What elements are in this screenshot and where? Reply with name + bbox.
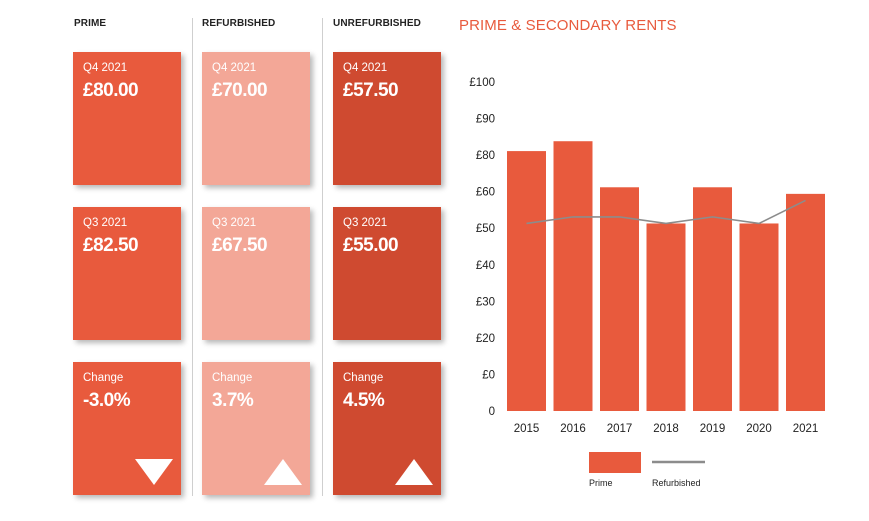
column-header-unrefurbished: UNREFURBISHED [333,18,421,29]
card-label: Q4 2021 [343,62,388,74]
x-tick-label: 2021 [793,423,819,435]
y-tick-label: £80 [476,150,495,162]
rents-chart: 0 £0 £20 £30 £40 £50 £60 £80 £90 £100 2015 2016 2017… [469,77,825,488]
refurbished-change-card: Change 3.7% [202,362,310,495]
bar-prime-2017 [600,187,639,411]
card-label: Q3 2021 [83,217,128,229]
bar-prime-2021 [786,193,825,411]
card-label: Q4 2021 [83,62,128,74]
y-tick-label: £40 [476,260,495,272]
x-tick-label: 2017 [607,423,633,435]
arrow-up-icon [395,459,433,485]
card-label: Change [343,372,384,384]
x-tick-label: 2020 [746,423,772,435]
card-label: Change [212,372,253,384]
legend-prime-swatch [589,452,641,473]
x-tick-label: 2019 [700,423,726,435]
arrow-up-icon [264,459,302,485]
y-tick-label: £90 [476,114,495,126]
prime-q3-card: Q3 2021 £82.50 [73,207,181,340]
card-value: -3.0% [83,390,131,411]
card-value: £67.50 [212,235,268,256]
refurbished-q4-card: Q4 2021 £70.00 [202,52,310,185]
card-value: £70.00 [212,80,268,101]
card-label: Q3 2021 [212,217,257,229]
bar-prime-2016 [553,141,593,411]
prime-q4-card: Q4 2021 £80.00 [73,52,181,185]
card-value: £82.50 [83,235,139,256]
column-divider [322,18,323,496]
y-tick-label: £20 [476,333,495,345]
card-label: Q3 2021 [343,217,388,229]
card-value: 4.5% [343,390,385,411]
unrefurbished-change-card: Change 4.5% [333,362,441,495]
card-value: £55.00 [343,235,399,256]
x-tick-label: 2015 [514,423,540,435]
unrefurbished-q4-card: Q4 2021 £57.50 [333,52,441,185]
refurbished-q3-card: Q3 2021 £67.50 [202,207,310,340]
legend-refurbished-label: Refurbished [652,478,701,488]
card-value: £57.50 [343,80,399,101]
y-tick-label: £30 [476,296,495,308]
y-tick-label: £0 [482,369,495,381]
bar-prime-2019 [693,187,732,411]
bar-prime-2020 [739,223,779,411]
card-value: 3.7% [212,390,254,411]
column-header-refurbished: REFURBISHED [202,18,276,29]
x-tick-label: 2016 [560,423,586,435]
column-header-prime: PRIME [74,18,107,29]
unrefurbished-q3-card: Q3 2021 £55.00 [333,207,441,340]
bar-prime-2015 [507,151,546,411]
card-label: Change [83,372,124,384]
column-divider [192,18,193,496]
card-value: £80.00 [83,80,139,101]
y-tick-label: £100 [469,77,495,89]
arrow-down-icon [135,459,173,485]
chart-title: PRIME & SECONDARY RENTS [459,17,677,34]
y-tick-label: £50 [476,223,495,235]
bar-prime-2018 [646,223,686,411]
y-tick-label: 0 [489,406,495,418]
y-tick-label: £60 [476,187,495,199]
x-tick-label: 2018 [653,423,679,435]
prime-change-card: Change -3.0% [73,362,181,495]
legend-prime-label: Prime [589,478,613,488]
line-refurbished [526,199,806,225]
card-label: Q4 2021 [212,62,257,74]
